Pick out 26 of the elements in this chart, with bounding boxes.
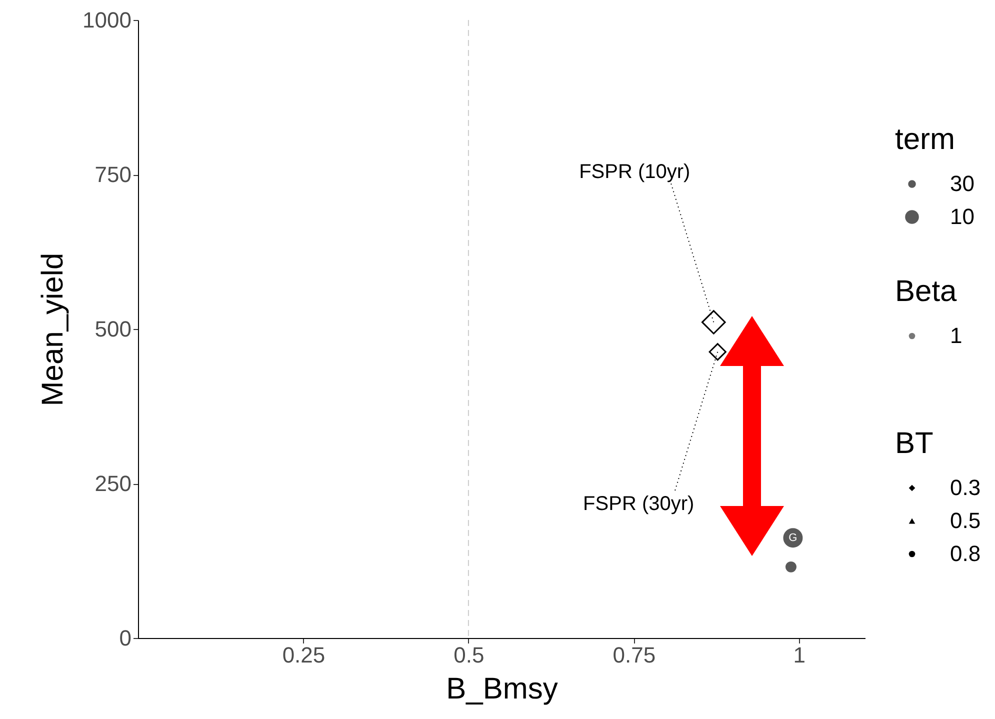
y-tick-label: 750	[94, 162, 132, 187]
point	[786, 561, 796, 572]
point	[702, 310, 726, 334]
text: FSPR (30yr)	[583, 492, 694, 515]
text: Beta	[895, 275, 958, 308]
text: 0.8	[950, 541, 981, 566]
point	[708, 343, 726, 361]
text: BT	[895, 427, 934, 460]
x-axis-title: B_Bmsy	[446, 672, 558, 706]
legend-label: 30	[950, 171, 974, 196]
annotation: G	[788, 532, 798, 544]
x-tick-label: 1	[793, 642, 806, 668]
x-tick-label: 0.5	[454, 642, 484, 668]
text: FSPR (10yr)	[579, 161, 690, 184]
text: 0.3	[950, 475, 981, 500]
x-tick-label: 0.75	[612, 642, 656, 668]
x-tick-label: 0.25	[282, 642, 326, 668]
legend-title: term	[895, 123, 955, 156]
legend-label: 10	[950, 204, 974, 229]
y-tick-label: 0	[119, 626, 132, 650]
y-axis-title: Mean_yield	[36, 252, 70, 406]
y-tick-label: 250	[94, 471, 132, 496]
y-tick-label: 500	[94, 316, 132, 342]
y-tick-label: 1000	[82, 8, 132, 32]
text: 0.5	[950, 508, 981, 533]
text: 1	[950, 323, 962, 348]
